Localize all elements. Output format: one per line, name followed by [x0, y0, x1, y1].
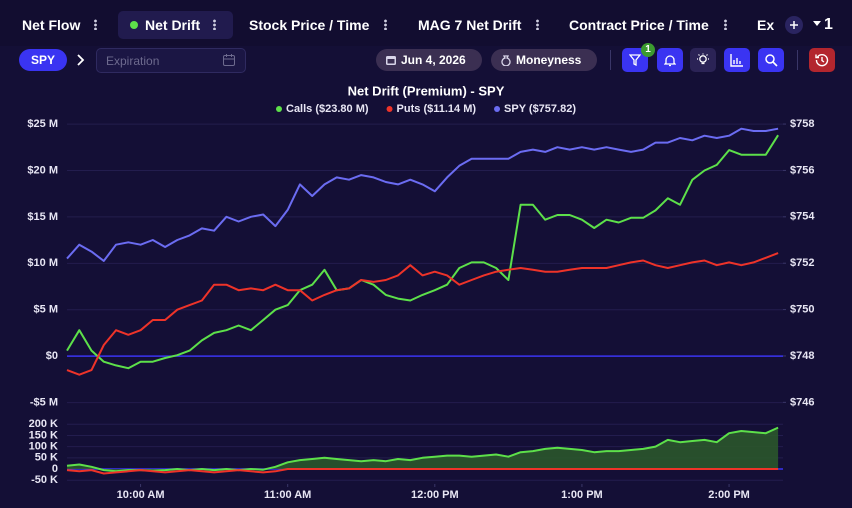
tab-menu[interactable] [724, 19, 727, 30]
area [67, 427, 779, 472]
tab[interactable]: Net Flow [22, 17, 81, 33]
y2-tick-label: $754 [790, 211, 815, 223]
y2-tick-label: $746 [790, 396, 814, 408]
tab-menu[interactable] [536, 19, 539, 30]
date: Jun 4, 2026 [401, 53, 466, 67]
line [66, 252, 779, 376]
bulb-icon [697, 53, 709, 65]
y2-tick-label: $748 [790, 350, 814, 362]
tab-bar: Net Flow Net Drift Stock Price / Time MA… [0, 0, 852, 46]
tab[interactable]: Net Drift [145, 17, 201, 33]
legend-label: SPY ($757.82) [504, 103, 576, 115]
separator [610, 50, 611, 70]
add-tab[interactable] [784, 15, 804, 35]
tab-menu[interactable] [213, 19, 216, 30]
calendar-icon [386, 56, 396, 65]
calendar-icon [223, 54, 235, 66]
x-tick-label: 1:00 PM [561, 489, 603, 501]
search-icon [765, 54, 778, 67]
moneyness-label: Moneyness [516, 53, 582, 67]
y-tick-label: $10 M [27, 257, 58, 269]
chevron[interactable] [76, 54, 86, 66]
y-tick-label: $25 M [27, 118, 58, 130]
separator [797, 50, 798, 70]
line [66, 468, 779, 475]
line [66, 134, 779, 370]
tab[interactable]: MAG 7 Net Drift [418, 17, 522, 33]
y2-tick-label: $756 [790, 164, 814, 176]
marks-layer [66, 426, 779, 475]
filter-badge: 1 [641, 43, 655, 57]
filter-icon [629, 54, 641, 66]
line [66, 127, 779, 262]
expiration-input[interactable]: Expiration [96, 48, 246, 73]
bag-icon [501, 55, 511, 66]
moneyness[interactable]: Moneyness [491, 49, 597, 71]
ticker[interactable]: SPY [19, 49, 67, 71]
grid-layer [67, 123, 786, 404]
caret[interactable] [812, 20, 822, 28]
tab[interactable]: Contract Price / Time [569, 17, 709, 33]
y-tick-label: 50 K [35, 452, 58, 464]
legend-marker [276, 106, 282, 112]
tab[interactable]: Stock Price / Time [249, 17, 370, 33]
y-tick-label: $0 [46, 350, 58, 362]
legend-marker [494, 106, 501, 112]
y-tick-label: 0 [52, 463, 58, 475]
history-button[interactable] [809, 48, 835, 72]
placeholder: Expiration [106, 54, 160, 68]
legend-label: Puts ($11.14 M) [397, 103, 477, 115]
y-tick-label: -50 K [31, 474, 58, 486]
y2-tick-label: $758 [790, 118, 814, 130]
y-tick-label: $15 M [27, 211, 58, 223]
insights-button[interactable] [690, 48, 716, 72]
tab[interactable]: Ex [757, 17, 775, 33]
chart-button[interactable] [724, 48, 750, 72]
x-tick-label: 2:00 PM [708, 489, 750, 501]
legend-marker [386, 106, 393, 112]
date-picker[interactable]: Jun 4, 2026 [376, 49, 482, 71]
y-tick-label: $5 M [34, 304, 58, 316]
active-dot [130, 21, 138, 29]
y2-tick-label: $750 [790, 303, 814, 315]
x-tick-label: 12:00 PM [411, 489, 459, 501]
y-tick-label: -$5 M [30, 396, 58, 408]
x-tick-label: 10:00 AM [117, 489, 165, 501]
search-button[interactable] [758, 48, 784, 72]
y2-tick-label: $752 [790, 257, 814, 269]
alerts-button[interactable] [657, 48, 683, 72]
marks-layer [66, 127, 779, 376]
tab-count: 1 [824, 16, 833, 33]
y-tick-label: 200 K [29, 418, 58, 430]
x-tick-label: 11:00 AM [264, 489, 311, 501]
legend-label: Calls ($23.80 M) [286, 103, 369, 115]
bell-icon [664, 55, 676, 67]
y-tick-label: 150 K [29, 429, 58, 441]
history-icon [815, 53, 829, 67]
tab-menu[interactable] [94, 19, 97, 30]
y-tick-label: $20 M [27, 164, 58, 176]
chart-title: Net Drift (Premium) - SPY [348, 83, 505, 98]
tab-menu[interactable] [384, 19, 387, 30]
chart-icon [730, 54, 743, 67]
legend: Calls ($23.80 M) Puts ($11.14 M) SPY ($757… [276, 103, 576, 115]
y-tick-label: 100 K [29, 441, 58, 453]
